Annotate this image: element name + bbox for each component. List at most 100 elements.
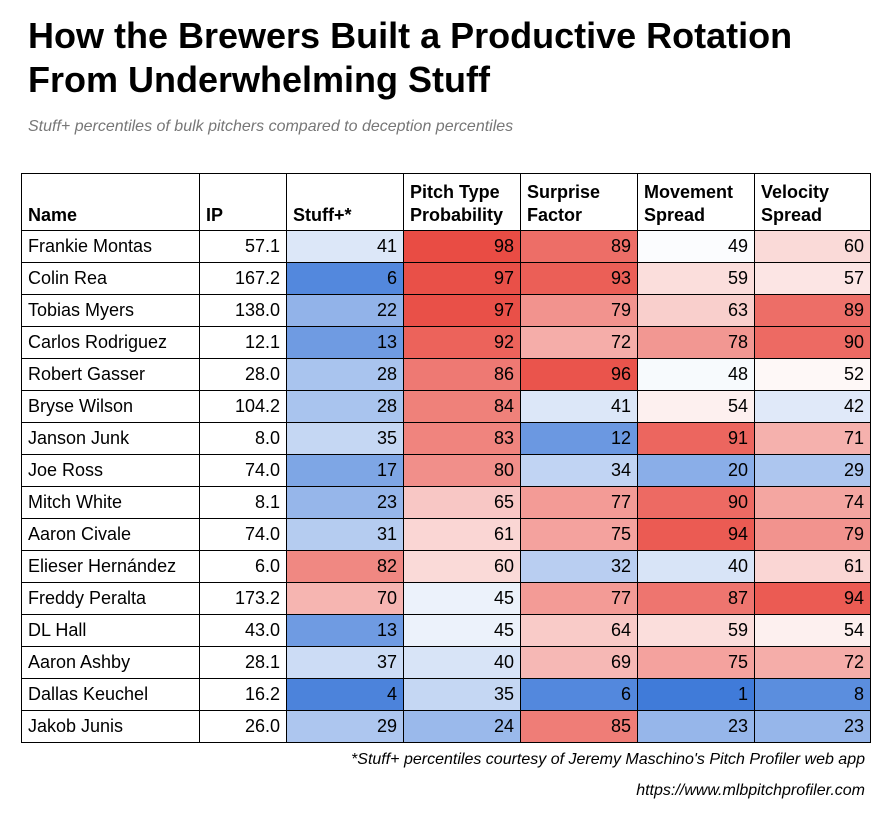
movement-spread-cell: 94	[637, 518, 755, 551]
pitcher-name-cell: DL Hall	[21, 614, 200, 647]
pitch-type-probability-cell: 45	[403, 582, 521, 615]
surprise-factor-cell: 75	[520, 518, 638, 551]
pitcher-name-cell: Dallas Keuchel	[21, 678, 200, 711]
velocity-spread-cell: 74	[754, 486, 871, 519]
pitch-type-probability-cell: 98	[403, 230, 521, 263]
header-velocity-spread: Velocity Spread	[754, 173, 871, 231]
innings-pitched-cell: 28.1	[199, 646, 287, 679]
table-row: Frankie Montas 57.1 41 98 89 49 60	[21, 230, 871, 263]
pitch-type-probability-cell: 24	[403, 710, 521, 743]
pitcher-name-cell: Joe Ross	[21, 454, 200, 487]
header-surprise-factor: Surprise Factor	[520, 173, 638, 231]
pitcher-name-cell: Carlos Rodriguez	[21, 326, 200, 359]
velocity-spread-cell: 89	[754, 294, 871, 327]
surprise-factor-cell: 12	[520, 422, 638, 455]
surprise-factor-cell: 32	[520, 550, 638, 583]
velocity-spread-cell: 52	[754, 358, 871, 391]
velocity-spread-cell: 29	[754, 454, 871, 487]
movement-spread-cell: 1	[637, 678, 755, 711]
surprise-factor-cell: 85	[520, 710, 638, 743]
velocity-spread-cell: 60	[754, 230, 871, 263]
pitch-type-probability-cell: 97	[403, 262, 521, 295]
pitch-type-probability-cell: 60	[403, 550, 521, 583]
pitcher-name-cell: Freddy Peralta	[21, 582, 200, 615]
header-row: Name IP Stuff+* Pitch Type Probability S…	[21, 173, 871, 231]
pitch-type-probability-cell: 45	[403, 614, 521, 647]
surprise-factor-cell: 93	[520, 262, 638, 295]
stuff-plus-cell: 82	[286, 550, 404, 583]
percentile-table: Name IP Stuff+* Pitch Type Probability S…	[21, 173, 871, 743]
surprise-factor-cell: 69	[520, 646, 638, 679]
movement-spread-cell: 87	[637, 582, 755, 615]
movement-spread-cell: 49	[637, 230, 755, 263]
pitch-type-probability-cell: 65	[403, 486, 521, 519]
surprise-factor-cell: 79	[520, 294, 638, 327]
surprise-factor-cell: 77	[520, 486, 638, 519]
stuff-plus-cell: 22	[286, 294, 404, 327]
table-row: Joe Ross 74.0 17 80 34 20 29	[21, 454, 871, 487]
pitch-type-probability-cell: 86	[403, 358, 521, 391]
velocity-spread-cell: 54	[754, 614, 871, 647]
velocity-spread-cell: 94	[754, 582, 871, 615]
stuff-plus-cell: 4	[286, 678, 404, 711]
innings-pitched-cell: 12.1	[199, 326, 287, 359]
stuff-plus-cell: 13	[286, 614, 404, 647]
movement-spread-cell: 20	[637, 454, 755, 487]
table-row: Robert Gasser 28.0 28 86 96 48 52	[21, 358, 871, 391]
movement-spread-cell: 59	[637, 262, 755, 295]
source-url: https://www.mlbpitchprofiler.com	[636, 782, 865, 799]
innings-pitched-cell: 74.0	[199, 454, 287, 487]
velocity-spread-cell: 57	[754, 262, 871, 295]
velocity-spread-cell: 23	[754, 710, 871, 743]
header-movement-spread: Movement Spread	[637, 173, 755, 231]
table-row: Aaron Ashby 28.1 37 40 69 75 72	[21, 646, 871, 679]
innings-pitched-cell: 16.2	[199, 678, 287, 711]
table-row: Tobias Myers 138.0 22 97 79 63 89	[21, 294, 871, 327]
innings-pitched-cell: 167.2	[199, 262, 287, 295]
innings-pitched-cell: 6.0	[199, 550, 287, 583]
chart-subtitle: Stuff+ percentiles of bulk pitchers comp…	[28, 118, 514, 135]
movement-spread-cell: 63	[637, 294, 755, 327]
pitcher-name-cell: Robert Gasser	[21, 358, 200, 391]
movement-spread-cell: 40	[637, 550, 755, 583]
innings-pitched-cell: 173.2	[199, 582, 287, 615]
stuff-plus-cell: 23	[286, 486, 404, 519]
table-row: Jakob Junis 26.0 29 24 85 23 23	[21, 710, 871, 743]
surprise-factor-cell: 96	[520, 358, 638, 391]
stuff-plus-cell: 28	[286, 390, 404, 423]
stuff-plus-cell: 35	[286, 422, 404, 455]
pitcher-name-cell: Frankie Montas	[21, 230, 200, 263]
movement-spread-cell: 23	[637, 710, 755, 743]
table-row: Colin Rea 167.2 6 97 93 59 57	[21, 262, 871, 295]
velocity-spread-cell: 8	[754, 678, 871, 711]
velocity-spread-cell: 42	[754, 390, 871, 423]
movement-spread-cell: 78	[637, 326, 755, 359]
pitcher-name-cell: Aaron Ashby	[21, 646, 200, 679]
table-row: Dallas Keuchel 16.2 4 35 6 1 8	[21, 678, 871, 711]
pitcher-name-cell: Aaron Civale	[21, 518, 200, 551]
table-row: Aaron Civale 74.0 31 61 75 94 79	[21, 518, 871, 551]
chart-title: How the Brewers Built a Productive Rotat…	[28, 15, 793, 100]
velocity-spread-cell: 72	[754, 646, 871, 679]
footnote: *Stuff+ percentiles courtesy of Jeremy M…	[351, 751, 865, 768]
pitch-type-probability-cell: 61	[403, 518, 521, 551]
table-row: Mitch White 8.1 23 65 77 90 74	[21, 486, 871, 519]
innings-pitched-cell: 104.2	[199, 390, 287, 423]
table-body: Frankie Montas 57.1 41 98 89 49 60 Colin Rea 167…	[21, 230, 871, 743]
surprise-factor-cell: 41	[520, 390, 638, 423]
innings-pitched-cell: 138.0	[199, 294, 287, 327]
pitcher-name-cell: Bryse Wilson	[21, 390, 200, 423]
header-pitch-type-probability: Pitch Type Probability	[403, 173, 521, 231]
table-row: Elieser Hernández 6.0 82 60 32 40 61	[21, 550, 871, 583]
velocity-spread-cell: 90	[754, 326, 871, 359]
surprise-factor-cell: 77	[520, 582, 638, 615]
stuff-plus-cell: 28	[286, 358, 404, 391]
innings-pitched-cell: 43.0	[199, 614, 287, 647]
table-row: DL Hall 43.0 13 45 64 59 54	[21, 614, 871, 647]
pitch-type-probability-cell: 84	[403, 390, 521, 423]
velocity-spread-cell: 61	[754, 550, 871, 583]
pitch-type-probability-cell: 35	[403, 678, 521, 711]
surprise-factor-cell: 6	[520, 678, 638, 711]
movement-spread-cell: 90	[637, 486, 755, 519]
movement-spread-cell: 48	[637, 358, 755, 391]
